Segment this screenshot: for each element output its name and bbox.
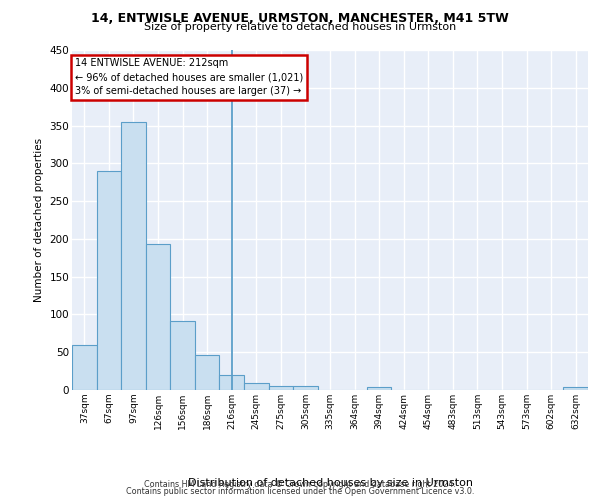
Bar <box>269 386 293 390</box>
Bar <box>220 375 244 390</box>
Text: 14 ENTWISLE AVENUE: 212sqm
← 96% of detached houses are smaller (1,021)
3% of se: 14 ENTWISLE AVENUE: 212sqm ← 96% of deta… <box>74 58 303 96</box>
Bar <box>195 355 220 390</box>
Text: 14, ENTWISLE AVENUE, URMSTON, MANCHESTER, M41 5TW: 14, ENTWISLE AVENUE, URMSTON, MANCHESTER… <box>91 12 509 26</box>
Bar <box>367 387 391 390</box>
Y-axis label: Number of detached properties: Number of detached properties <box>34 138 44 302</box>
Bar <box>563 387 588 390</box>
X-axis label: Distribution of detached houses by size in Urmston: Distribution of detached houses by size … <box>187 478 473 488</box>
Bar <box>97 171 121 390</box>
Bar <box>146 244 170 390</box>
Text: Size of property relative to detached houses in Urmston: Size of property relative to detached ho… <box>144 22 456 32</box>
Bar <box>170 321 195 390</box>
Bar <box>72 344 97 390</box>
Text: Contains public sector information licensed under the Open Government Licence v3: Contains public sector information licen… <box>126 487 474 496</box>
Bar <box>244 383 269 390</box>
Bar <box>121 122 146 390</box>
Bar <box>293 386 318 390</box>
Text: Contains HM Land Registry data © Crown copyright and database right 2024.: Contains HM Land Registry data © Crown c… <box>144 480 456 489</box>
